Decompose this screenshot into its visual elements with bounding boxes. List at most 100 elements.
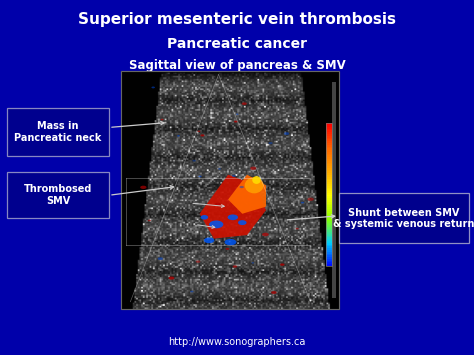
Bar — [326, 125, 332, 127]
Bar — [326, 237, 332, 239]
Bar — [326, 259, 332, 261]
Bar — [326, 241, 332, 243]
Ellipse shape — [204, 237, 214, 243]
Bar — [326, 157, 332, 159]
Bar — [326, 236, 332, 237]
Bar — [326, 193, 332, 195]
Bar — [326, 180, 332, 182]
Bar — [326, 166, 332, 168]
Bar — [326, 239, 332, 241]
Bar — [326, 179, 332, 180]
Ellipse shape — [271, 291, 277, 294]
Text: Sagittal view of pancreas & SMV: Sagittal view of pancreas & SMV — [128, 59, 346, 72]
Text: Pancreatic cancer: Pancreatic cancer — [167, 37, 307, 51]
Ellipse shape — [284, 132, 289, 135]
Bar — [326, 136, 332, 138]
Ellipse shape — [233, 265, 237, 268]
Bar — [326, 123, 332, 266]
Ellipse shape — [218, 168, 221, 170]
Ellipse shape — [296, 228, 299, 229]
Bar — [326, 230, 332, 232]
Ellipse shape — [151, 87, 155, 88]
Bar — [326, 187, 332, 189]
Ellipse shape — [250, 166, 256, 170]
Bar — [326, 204, 332, 206]
Bar — [326, 173, 332, 175]
Bar — [326, 206, 332, 207]
Bar — [326, 225, 332, 227]
Bar — [326, 257, 332, 259]
Ellipse shape — [148, 220, 151, 221]
Ellipse shape — [232, 175, 236, 177]
Text: http://www.sonographers.ca: http://www.sonographers.ca — [168, 337, 306, 346]
Bar — [326, 227, 332, 229]
Text: Mass in
Pancreatic neck: Mass in Pancreatic neck — [14, 121, 102, 143]
Bar — [326, 253, 332, 255]
Bar — [339, 193, 469, 243]
Bar — [326, 191, 332, 193]
Bar — [326, 196, 332, 198]
Bar — [326, 250, 332, 252]
Bar — [326, 222, 332, 223]
Bar — [7, 108, 109, 156]
Bar — [326, 129, 332, 130]
Ellipse shape — [197, 131, 201, 132]
Bar — [326, 123, 332, 125]
Ellipse shape — [161, 119, 164, 120]
Bar — [121, 71, 339, 309]
Bar — [326, 177, 332, 179]
Bar — [326, 211, 332, 213]
Ellipse shape — [226, 248, 229, 250]
Text: Thrombosed
SMV: Thrombosed SMV — [24, 185, 92, 206]
Bar — [326, 223, 332, 225]
Bar — [326, 145, 332, 147]
Ellipse shape — [192, 160, 196, 162]
Bar — [326, 168, 332, 170]
Ellipse shape — [196, 261, 201, 263]
Bar — [326, 152, 332, 154]
Bar — [326, 175, 332, 177]
Bar — [326, 229, 332, 230]
Bar — [7, 172, 109, 218]
Text: Shunt between SMV
& systemic venous return: Shunt between SMV & systemic venous retu… — [333, 208, 474, 229]
Bar — [326, 198, 332, 200]
Polygon shape — [228, 175, 266, 214]
Bar — [326, 261, 332, 262]
Bar — [326, 255, 332, 257]
Bar — [326, 130, 332, 132]
Bar — [326, 264, 332, 266]
Bar — [326, 159, 332, 161]
Ellipse shape — [236, 114, 238, 115]
Bar — [332, 82, 336, 298]
Bar — [326, 143, 332, 145]
Bar — [326, 262, 332, 264]
Ellipse shape — [239, 186, 244, 188]
Ellipse shape — [301, 202, 304, 203]
Ellipse shape — [198, 175, 202, 177]
Bar — [326, 148, 332, 150]
Bar — [326, 141, 332, 143]
Bar — [326, 170, 332, 171]
Bar — [326, 150, 332, 152]
Bar — [326, 132, 332, 134]
Bar — [326, 189, 332, 191]
Bar — [326, 213, 332, 214]
Ellipse shape — [215, 203, 220, 206]
Bar — [326, 207, 332, 209]
Bar — [326, 246, 332, 248]
Ellipse shape — [228, 214, 238, 220]
Bar — [326, 245, 332, 246]
Ellipse shape — [201, 215, 208, 220]
Bar — [121, 71, 339, 309]
Bar — [326, 209, 332, 211]
Bar — [326, 127, 332, 129]
Ellipse shape — [262, 233, 269, 236]
Bar — [326, 234, 332, 236]
Ellipse shape — [201, 134, 205, 136]
Polygon shape — [200, 175, 266, 239]
Ellipse shape — [308, 198, 314, 201]
Bar — [326, 164, 332, 166]
Ellipse shape — [242, 102, 247, 105]
Bar — [326, 202, 332, 204]
Bar — [326, 232, 332, 234]
